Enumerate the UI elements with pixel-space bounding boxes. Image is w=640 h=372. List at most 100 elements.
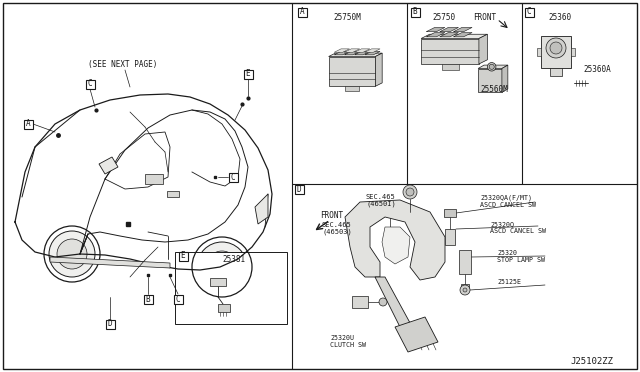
- Text: 25320: 25320: [497, 250, 517, 256]
- Text: C: C: [176, 295, 180, 304]
- Text: 25320Q: 25320Q: [490, 221, 514, 227]
- Polygon shape: [365, 49, 380, 52]
- Text: CLUTCH SW: CLUTCH SW: [330, 342, 366, 348]
- Polygon shape: [255, 194, 268, 224]
- Polygon shape: [218, 304, 230, 312]
- Bar: [525, 7, 534, 16]
- Bar: [444, 209, 456, 217]
- Text: D: D: [108, 320, 112, 328]
- Text: B: B: [413, 7, 417, 16]
- Text: (SEE NEXT PAGE): (SEE NEXT PAGE): [88, 61, 157, 70]
- Text: B: B: [146, 295, 150, 304]
- Polygon shape: [375, 277, 415, 337]
- Text: 25381: 25381: [222, 256, 245, 264]
- Text: FRONT: FRONT: [473, 13, 496, 22]
- Polygon shape: [395, 317, 438, 352]
- Polygon shape: [440, 28, 458, 32]
- Polygon shape: [453, 32, 472, 37]
- Text: ASCD CANCEL SW: ASCD CANCEL SW: [490, 228, 546, 234]
- Bar: [179, 251, 188, 260]
- Circle shape: [550, 42, 562, 54]
- Bar: [571, 48, 575, 56]
- Polygon shape: [365, 51, 380, 55]
- Circle shape: [546, 38, 566, 58]
- Polygon shape: [328, 53, 382, 57]
- Text: SEC.465: SEC.465: [366, 194, 396, 200]
- Polygon shape: [421, 34, 488, 38]
- Bar: [445, 229, 455, 245]
- Polygon shape: [426, 28, 445, 32]
- Polygon shape: [426, 32, 445, 37]
- Bar: [173, 295, 182, 304]
- Text: E: E: [246, 70, 250, 78]
- Polygon shape: [453, 28, 472, 32]
- Polygon shape: [376, 53, 382, 86]
- Text: C: C: [527, 7, 531, 16]
- Text: FRONT: FRONT: [320, 211, 343, 219]
- Bar: [167, 191, 179, 197]
- Polygon shape: [442, 64, 458, 70]
- Text: 25360A: 25360A: [583, 65, 611, 74]
- Bar: [459, 250, 471, 274]
- Bar: [550, 68, 562, 76]
- Text: J25102ZZ: J25102ZZ: [570, 357, 613, 366]
- Polygon shape: [502, 65, 508, 92]
- Text: 25560M: 25560M: [480, 86, 508, 94]
- Bar: [175, 252, 287, 324]
- Circle shape: [460, 285, 470, 295]
- Polygon shape: [440, 32, 458, 37]
- Text: 25125E: 25125E: [497, 279, 521, 285]
- Circle shape: [57, 239, 87, 269]
- Circle shape: [379, 298, 387, 306]
- Bar: [352, 296, 368, 308]
- Text: 25360: 25360: [548, 13, 571, 22]
- Text: SEC.465: SEC.465: [322, 222, 352, 228]
- Polygon shape: [344, 49, 360, 52]
- Polygon shape: [421, 38, 479, 64]
- Polygon shape: [328, 57, 376, 86]
- Polygon shape: [334, 51, 349, 55]
- Bar: [541, 36, 571, 68]
- Bar: [461, 284, 469, 288]
- Polygon shape: [345, 200, 445, 280]
- Polygon shape: [210, 278, 226, 286]
- Polygon shape: [344, 51, 360, 55]
- Text: A: A: [26, 119, 30, 128]
- Polygon shape: [355, 49, 370, 52]
- Polygon shape: [478, 68, 502, 92]
- Circle shape: [49, 231, 95, 277]
- Circle shape: [206, 251, 238, 283]
- Text: 25750M: 25750M: [333, 13, 361, 22]
- Text: E: E: [180, 251, 186, 260]
- Bar: [410, 7, 419, 16]
- Text: (4650I): (4650I): [366, 201, 396, 207]
- Text: 25320U: 25320U: [330, 335, 354, 341]
- Polygon shape: [50, 257, 170, 268]
- Text: C: C: [88, 80, 92, 89]
- Bar: [537, 48, 541, 56]
- Bar: [145, 174, 163, 184]
- Circle shape: [403, 185, 417, 199]
- Bar: [294, 185, 303, 193]
- Circle shape: [463, 288, 467, 292]
- Text: A: A: [300, 7, 304, 16]
- Circle shape: [406, 188, 414, 196]
- Bar: [298, 7, 307, 16]
- Circle shape: [197, 242, 247, 292]
- Polygon shape: [355, 51, 370, 55]
- Polygon shape: [382, 227, 410, 264]
- Text: STOP LAMP SW: STOP LAMP SW: [497, 257, 545, 263]
- Text: 25320QA(F/MT): 25320QA(F/MT): [480, 195, 532, 201]
- Bar: [228, 173, 237, 182]
- Bar: [143, 295, 152, 304]
- Bar: [86, 80, 95, 89]
- Polygon shape: [334, 49, 349, 52]
- Bar: [24, 119, 33, 128]
- Circle shape: [488, 62, 496, 71]
- Text: (46503): (46503): [322, 229, 352, 235]
- Polygon shape: [345, 86, 359, 92]
- Text: 25750: 25750: [432, 13, 455, 22]
- Polygon shape: [479, 34, 488, 64]
- Bar: [243, 70, 253, 78]
- Text: ASCD CANCEL SW: ASCD CANCEL SW: [480, 202, 536, 208]
